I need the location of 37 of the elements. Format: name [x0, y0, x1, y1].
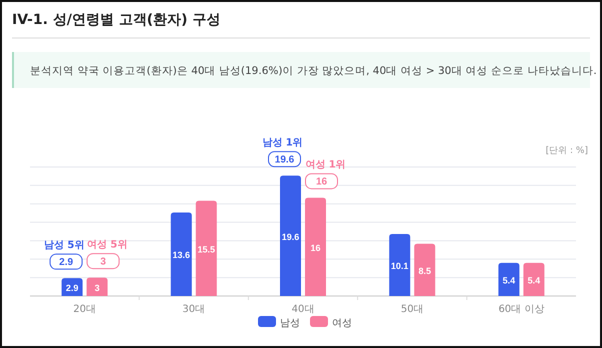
annotation: 남성 5위 [44, 240, 84, 252]
bar [86, 278, 108, 296]
data-label: 5.4 [528, 275, 540, 286]
data-label: 16 [310, 242, 321, 253]
annotation: 19.6 [274, 154, 295, 166]
x-tick-label: 60대 이상 [498, 304, 544, 315]
bar [305, 198, 326, 296]
bar [414, 244, 436, 296]
data-label: 2.9 [66, 283, 78, 294]
bar [389, 234, 410, 296]
chart-subtitle: 분석지역 약국 이용고객(환자)은 40대 남성(19.6%)이 가장 많았으며, 40대 여성 > 30대 여성 순으로 나타났습니다. [30, 65, 597, 77]
x-tick-label: 20대 [73, 304, 96, 315]
annotation: 여성 1위 [305, 160, 346, 171]
chart-title: IV-1. 성/연령별 고객(환자) 구성 [12, 12, 220, 28]
annotation: 16 [316, 176, 328, 188]
bar [196, 200, 217, 296]
legend-label: 여성 [332, 318, 352, 329]
annotation: 3 [100, 256, 106, 268]
bar [498, 262, 520, 296]
data-label: 13.6 [172, 250, 190, 260]
annotation: 2.9 [59, 257, 74, 268]
x-tick-label: 40대 [292, 304, 314, 315]
data-label: 3 [94, 282, 100, 293]
data-label: 10.1 [390, 260, 408, 271]
data-label: 15.5 [198, 244, 216, 254]
data-label: 5.4 [502, 275, 516, 286]
x-tick-label: 30대 [182, 304, 206, 315]
x-tick-label: 50대 [400, 304, 424, 315]
annotation: 여성 5위 [86, 240, 128, 251]
data-label: 19.6 [282, 232, 300, 242]
annotation: 남성 1위 [262, 138, 303, 149]
bar [280, 176, 301, 296]
bar [523, 262, 544, 296]
text: [단위 : %] [546, 146, 588, 156]
legend-label: 남성 [280, 318, 300, 329]
data-label: 8.5 [418, 266, 431, 276]
bar [170, 212, 192, 296]
